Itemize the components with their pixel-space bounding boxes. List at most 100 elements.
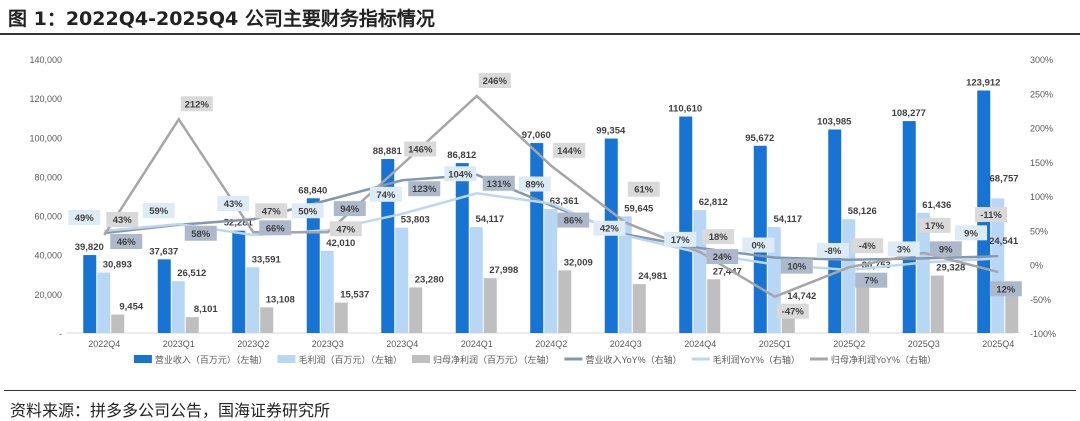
line-data-label: 58%: [191, 229, 211, 240]
line-label-box: [68, 209, 101, 225]
line-data-label-group: 66%: [259, 220, 292, 236]
right-axis-tick: 200%: [1030, 124, 1053, 134]
bar-data-label: 103,985: [817, 116, 852, 127]
line-label-box: [776, 303, 809, 319]
bar-data-label: 14,742: [787, 291, 816, 302]
legend-item: 营业收入（百万元）（左轴）: [133, 354, 267, 365]
line-data-label-group: 104%: [444, 166, 477, 182]
line-data-label: -11%: [980, 210, 1002, 221]
line-data-label: 59%: [149, 206, 169, 217]
bar-gross-profit: [469, 227, 483, 333]
line-data-label: 86%: [564, 216, 584, 227]
line-data-label-group: 18%: [702, 229, 735, 245]
bar-data-label: 24,981: [638, 271, 668, 282]
line-data-label: 43%: [224, 199, 244, 210]
line-label-box: [333, 201, 366, 217]
line-label-box: [184, 225, 217, 241]
line-data-label-group: 47%: [255, 203, 288, 219]
bar-data-label: 54,117: [475, 214, 504, 225]
line-data-label: 46%: [117, 237, 137, 248]
bar-revenue: [306, 198, 320, 333]
bar-data-label-group: 61,436: [922, 200, 951, 211]
bar-net-profit: [632, 284, 646, 333]
bar-data-label-group: 97,060: [522, 130, 551, 141]
line-data-label: 17%: [671, 235, 691, 246]
bar-data-label-group: 32,009: [564, 257, 593, 268]
line-data-label-group: 43%: [217, 196, 250, 212]
right-axis-tick: -100%: [1030, 329, 1056, 339]
bar-data-label-group: 24,541: [989, 236, 1019, 247]
x-axis-tick: 2023Q4: [386, 339, 418, 349]
right-axis-tick: 100%: [1030, 192, 1053, 202]
line-label-box: [110, 233, 143, 249]
bar-data-label: 88,881: [373, 146, 403, 157]
bar-data-label-group: 108,277: [892, 108, 926, 119]
right-axis-tick: 0%: [1030, 261, 1043, 271]
line-data-label: 246%: [483, 76, 508, 87]
bar-data-label-group: 27,447: [713, 266, 742, 277]
line-label-box: [553, 142, 586, 158]
line-label-box: [404, 141, 437, 157]
bar-data-label-group: 103,985: [817, 116, 852, 127]
bar-data-label-group: 63,361: [550, 196, 580, 207]
bar-data-label-group: 9,454: [119, 301, 143, 312]
line-data-label: 50%: [298, 206, 318, 217]
line-data-label: 74%: [376, 190, 396, 201]
line-data-label-group: 212%: [180, 96, 213, 112]
bar-data-label: 39,820: [75, 242, 104, 253]
line-data-label-group: 144%: [553, 142, 586, 158]
bar-data-label: 63,361: [550, 196, 580, 207]
line-data-label: 61%: [634, 185, 654, 196]
bar-gross-profit: [544, 208, 558, 333]
x-axis-tick: 2025Q2: [833, 339, 865, 349]
line-data-label: 123%: [412, 184, 437, 195]
bar-net-profit: [930, 275, 944, 333]
line-data-label: 146%: [408, 144, 433, 155]
line-data-label: 47%: [262, 206, 282, 217]
bar-gross-profit: [991, 198, 1005, 333]
left-axis-tick: -: [59, 329, 62, 339]
line-data-label-group: -8%: [816, 242, 849, 258]
bar-data-label-group: 99,354: [596, 126, 626, 137]
bar-net-profit: [260, 307, 274, 333]
bar-revenue: [455, 163, 469, 333]
line-data-label: 47%: [336, 224, 356, 235]
bar-data-label: 52,281: [224, 218, 254, 229]
line-data-label: -47%: [782, 307, 805, 318]
bar-net-profit: [1005, 284, 1019, 333]
left-axis-tick: 100,000: [29, 133, 62, 143]
line-data-label: 7%: [864, 276, 878, 287]
line-net-profit-yoy: [103, 94, 999, 299]
bar-data-label: 8,101: [194, 304, 218, 315]
x-axis-tick: 2025Q1: [759, 339, 791, 349]
bar-data-label: 27,998: [489, 265, 518, 276]
left-axis-tick: 60,000: [34, 212, 62, 222]
line-data-label-group: 61%: [627, 181, 660, 197]
legend-label: 毛利润YoY%（右轴）: [713, 354, 800, 365]
line-label-box: [106, 212, 139, 228]
line-data-label: 94%: [340, 204, 360, 215]
bar-data-label: 110,610: [668, 104, 702, 115]
bar-gross-profit: [171, 281, 185, 333]
line-label-box: [142, 203, 175, 219]
line-data-label-group: 3%: [887, 241, 920, 257]
legend-item: 毛利润YoY%（右轴）: [691, 354, 800, 365]
line-data-label-group: -47%: [776, 303, 809, 319]
bar-revenue: [604, 138, 618, 333]
bar-data-label-group: 59,645: [624, 203, 654, 214]
bar-gross-profit: [618, 216, 632, 333]
bar-data-label: 95,672: [745, 133, 774, 144]
line-data-label-group: -4%: [851, 238, 884, 254]
bar-data-label: 99,354: [596, 126, 626, 137]
bar-data-label: 27,447: [713, 266, 742, 277]
x-axis-tick: 2024Q3: [610, 339, 642, 349]
bar-revenue: [232, 230, 246, 333]
line-data-label: 66%: [266, 223, 286, 234]
line-label-box: [706, 249, 739, 265]
bar-data-label-group: 13,108: [266, 294, 295, 305]
legend-item: 归母净利润（百万元）（左轴）: [411, 354, 554, 365]
line-label-box: [742, 237, 775, 253]
bar-gross-profit: [842, 219, 856, 333]
bar-data-label: 15,537: [340, 290, 369, 301]
line-label-box: [217, 196, 250, 212]
